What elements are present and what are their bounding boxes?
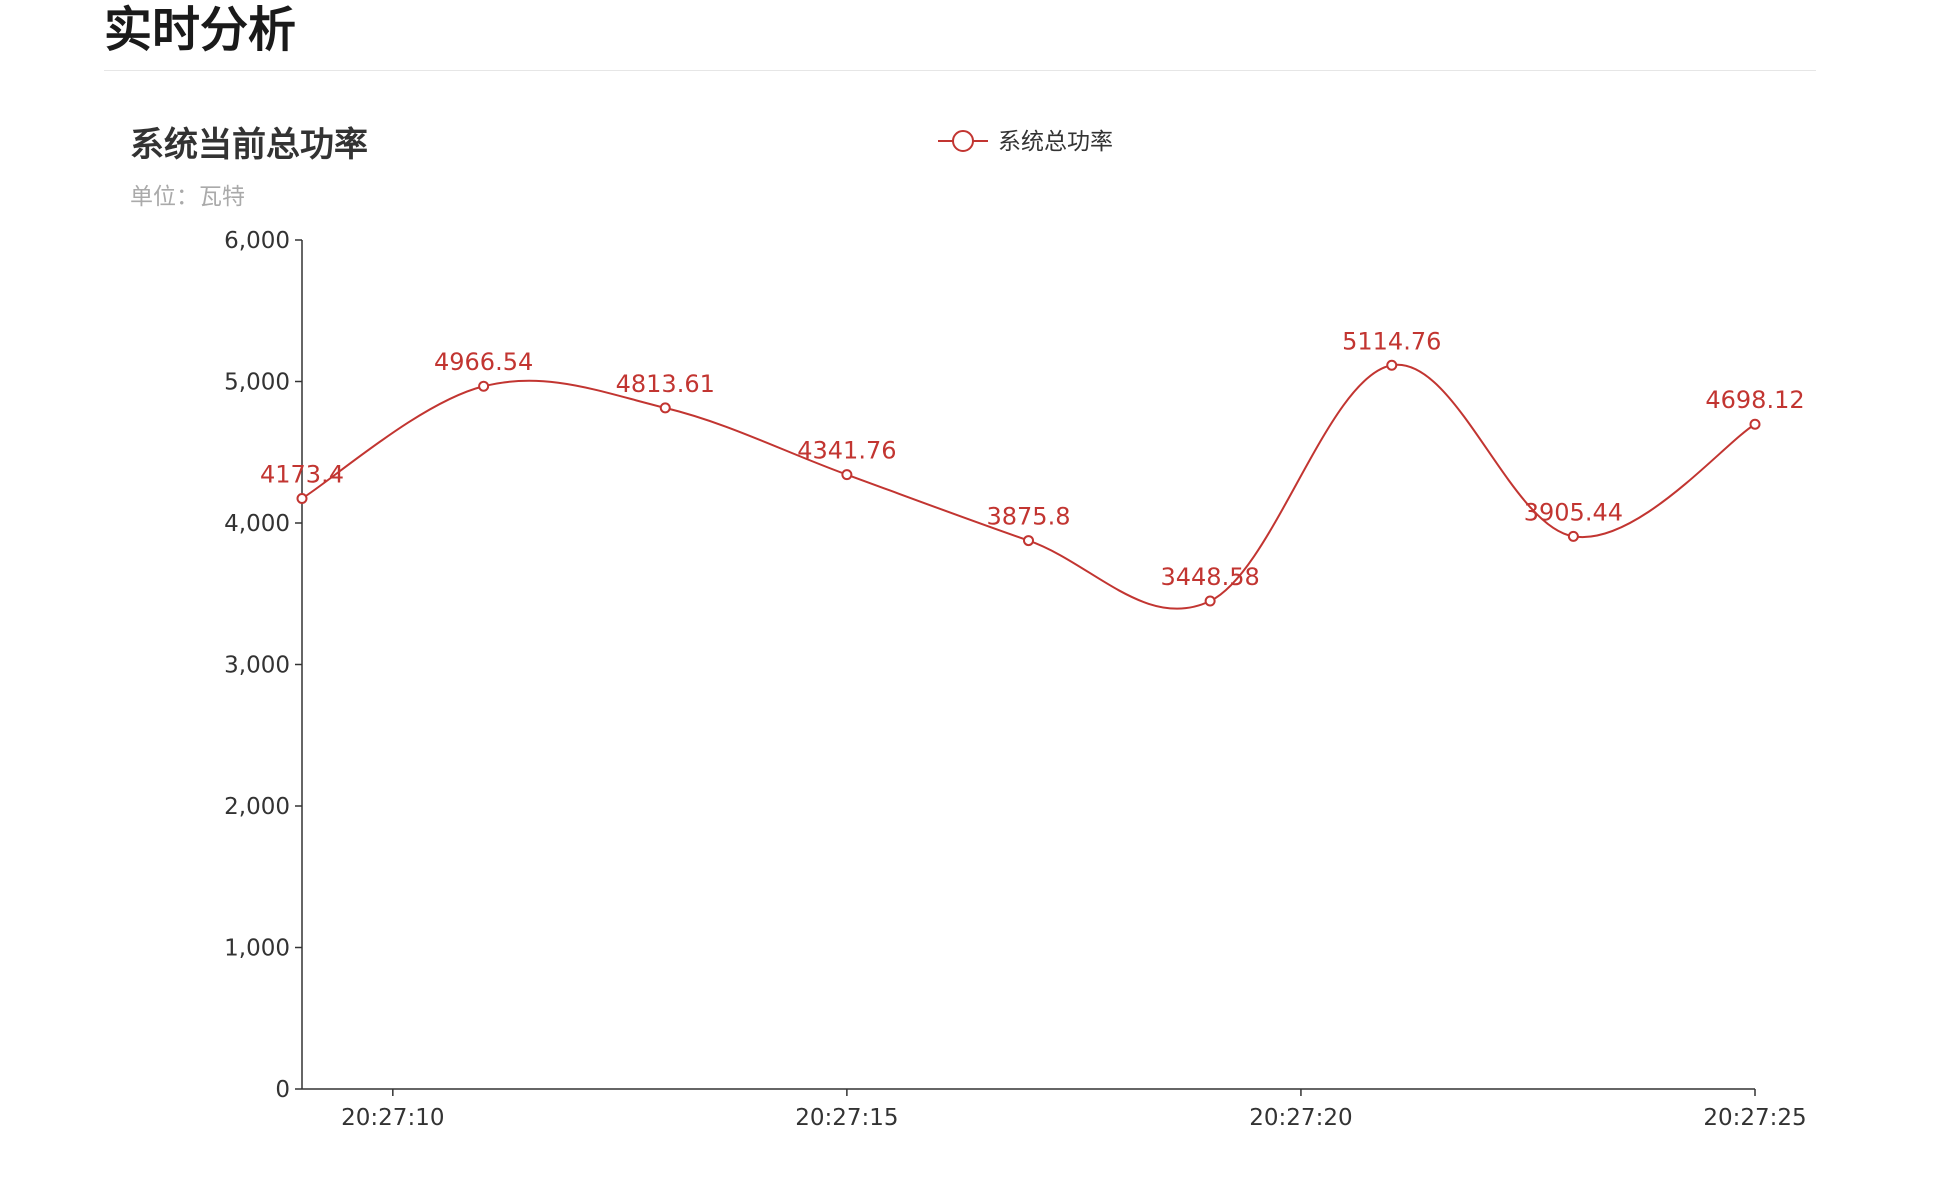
y-axis: 0 1,000 2,000 3,000 4,000 5,000 6,000: [224, 228, 303, 1103]
chart-subtitle: 单位：瓦特: [130, 184, 245, 210]
heading-divider: [104, 70, 1816, 71]
data-point: [841, 469, 853, 481]
series-line: [301, 364, 1756, 610]
x-tick-label: 20:27:20: [1249, 1105, 1352, 1131]
data-label: 4698.12: [1705, 386, 1804, 414]
y-tick-label: 2,000: [224, 794, 290, 820]
page-title: 实时分析: [104, 2, 297, 58]
y-tick-label: 3,000: [224, 653, 290, 679]
data-point: [478, 380, 490, 392]
data-point: [296, 492, 308, 504]
data-point: [1567, 530, 1579, 542]
data-label: 4813.61: [616, 370, 715, 398]
data-label: 5114.76: [1342, 327, 1441, 355]
x-axis: 20:27:10 20:27:15 20:27:20 20:27:25: [302, 1088, 1807, 1131]
data-label: 3905.44: [1524, 498, 1623, 526]
legend-label[interactable]: 系统总功率: [998, 129, 1113, 155]
data-point: [1749, 418, 1761, 430]
x-tick-label: 20:27:10: [341, 1105, 444, 1131]
data-label: 4341.76: [797, 437, 896, 465]
y-tick-label: 6,000: [224, 228, 290, 254]
y-tick-label: 4,000: [224, 511, 290, 537]
y-tick-label: 0: [275, 1077, 290, 1103]
data-label: 4966.54: [434, 348, 533, 376]
data-point: [1386, 359, 1398, 371]
x-tick-label: 20:27:25: [1703, 1105, 1806, 1131]
data-point: [1023, 535, 1034, 547]
data-label: 3448.58: [1161, 563, 1260, 591]
data-label: 3875.8: [987, 503, 1071, 531]
y-tick-label: 5,000: [224, 370, 290, 396]
chart-title: 系统当前总功率: [130, 125, 368, 165]
legend[interactable]: 系统总功率: [938, 129, 1113, 155]
x-tick-label: 20:27:15: [795, 1105, 898, 1131]
data-label: 4173.4: [260, 460, 344, 488]
series-layer: [296, 359, 1761, 610]
data-label-layer: 4173.4 4966.54 4813.61 4341.76 3875.8 3448.58…: [260, 327, 1805, 591]
y-tick-label: 1,000: [224, 936, 290, 962]
data-point: [659, 402, 671, 414]
data-point: [1204, 595, 1216, 607]
legend-circle-icon: [952, 130, 974, 152]
